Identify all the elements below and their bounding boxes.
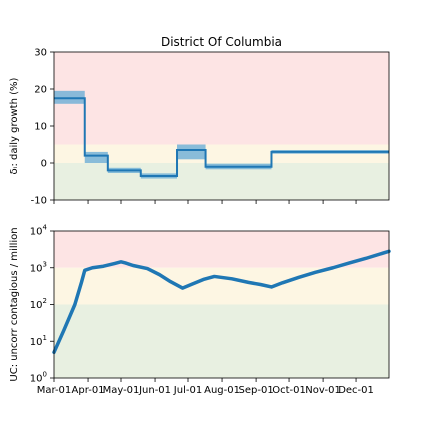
bottom-y-tick-label: 104 — [30, 224, 48, 238]
top-y-tick-label: 10 — [34, 122, 47, 133]
growth-rate-line — [54, 97, 389, 177]
top-y-tick-label: 20 — [34, 85, 47, 96]
contagious-zone-band-2 — [54, 304, 389, 378]
bottom-x-tick-label: Apr-01 — [72, 385, 105, 396]
bottom-x-tick-label: Jul-01 — [173, 385, 202, 396]
growth-uncertainty-band-4 — [177, 144, 206, 160]
bottom-x-tick-label: May-01 — [103, 385, 140, 396]
contagious-line — [52, 249, 391, 355]
contagious-zone-band-1 — [54, 267, 389, 305]
bottom-x-tick-label: Aug-01 — [204, 385, 240, 396]
growth-uncertainty-band-1 — [84, 151, 108, 163]
bottom-y-tick-label: 100 — [30, 371, 47, 385]
bottom-y-tick-label: 101 — [30, 334, 47, 348]
bottom-x-tick-label: Jun-01 — [138, 385, 171, 396]
bottom-x-tick-label: Mar-01 — [37, 385, 72, 396]
growth-zone-band-1 — [54, 144, 389, 163]
bottom-x-tick-label: Nov-01 — [305, 385, 341, 396]
chart-title: District Of Columbia — [161, 35, 282, 49]
bottom-x-tick-label: Dec-01 — [338, 385, 374, 396]
top-y-tick-label: -10 — [31, 196, 47, 207]
top-y-tick-label: 0 — [41, 159, 47, 170]
top-y-tick-label: 30 — [34, 48, 47, 59]
growth-zone-band-0 — [54, 52, 389, 145]
contagious-zone-band-0 — [54, 231, 389, 268]
top-y-axis-label: δᵢ: daily growth (%) — [9, 77, 20, 174]
bottom-x-tick-label: Sep-01 — [239, 385, 274, 396]
bottom-y-tick-label: 102 — [30, 297, 47, 311]
bottom-y-axis-label: UC: uncorr contagious / million — [9, 227, 20, 381]
bottom-x-tick-label: Oct-01 — [272, 385, 306, 396]
bottom-y-tick-label: 103 — [30, 260, 47, 274]
